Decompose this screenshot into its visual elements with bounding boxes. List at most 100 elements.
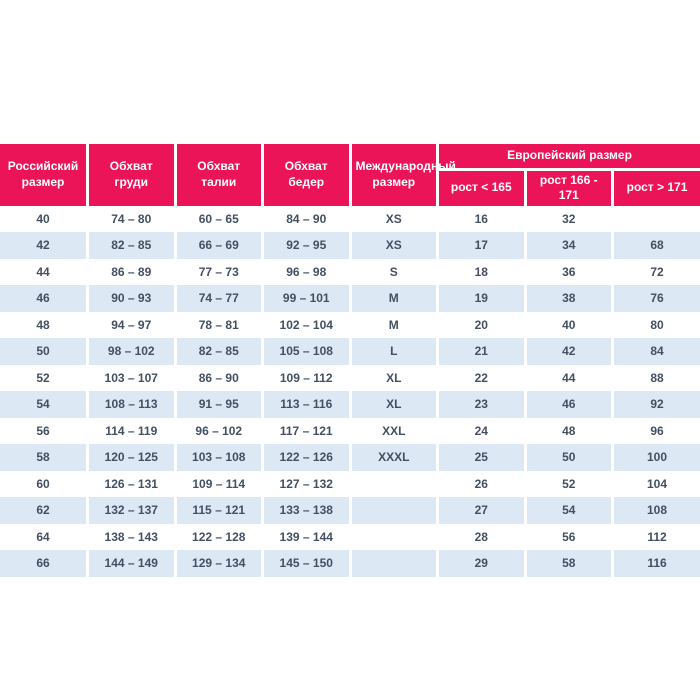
table-cell: 58 <box>36 450 50 465</box>
table-cell: 133 – 138 <box>261 497 350 524</box>
table-cell: XS <box>348 232 438 259</box>
size-table-header: Российский размер Обхват груди Обхват та… <box>0 144 700 206</box>
table-cell: 40 <box>523 311 613 339</box>
table-cell: 103 – 108 <box>173 444 263 471</box>
table-cell: XXL <box>348 417 438 445</box>
table-cell: 56 <box>523 523 613 551</box>
table-cell: XL <box>348 391 438 418</box>
table-row: 66 144 – 149 129 – 134 145 – 150 29 58 116 <box>0 550 700 577</box>
table-row: 58 120 – 125 103 – 108 122 – 126 XXXL 25 50 100 <box>0 444 700 471</box>
table-cell: 120 – 125 <box>86 444 175 471</box>
column-header-height-166-171: рост 166 - 171 <box>523 169 613 206</box>
table-cell: 144 – 149 <box>86 550 175 577</box>
table-cell: 117 – 121 <box>261 417 350 445</box>
table-cell: 21 <box>436 338 525 365</box>
column-header-international-size: Международный размер <box>348 144 456 206</box>
table-cell: 68 <box>611 232 700 259</box>
table-cell: S <box>348 258 438 286</box>
table-cell: 50 <box>523 444 613 471</box>
table-cell: XXXL <box>348 444 438 471</box>
table-cell: 17 <box>436 232 525 259</box>
table-cell: 58 <box>523 550 613 577</box>
table-row: 50 98 – 102 82 – 85 105 – 108 L 21 42 84 <box>0 338 700 365</box>
table-cell: XL <box>348 364 438 392</box>
table-cell: 16 <box>436 205 525 233</box>
table-cell: 29 <box>436 550 525 577</box>
table-cell: 24 <box>436 417 525 445</box>
table-cell: 92 – 95 <box>261 232 350 259</box>
table-cell: 84 <box>611 338 700 365</box>
table-cell: 76 <box>611 285 700 312</box>
table-cell: 105 – 108 <box>261 338 350 365</box>
table-cell: 88 <box>611 364 700 392</box>
table-cell: 72 <box>611 258 700 286</box>
table-row: 64 138 – 143 122 – 128 139 – 144 28 56 112 <box>0 523 700 551</box>
table-cell: 122 – 126 <box>261 444 350 471</box>
table-cell: 66 <box>36 556 50 571</box>
table-cell <box>348 470 438 498</box>
table-cell: 23 <box>436 391 525 418</box>
table-cell: 126 – 131 <box>86 470 175 498</box>
table-row: 56 114 – 119 96 – 102 117 – 121 XXL 24 48 96 <box>0 417 700 445</box>
table-cell: 132 – 137 <box>86 497 175 524</box>
size-table: Российский размер Обхват груди Обхват та… <box>0 144 700 577</box>
table-cell: 48 <box>36 317 50 332</box>
table-cell: 40 <box>36 211 50 226</box>
table-cell: 122 – 128 <box>173 523 263 551</box>
column-header-russian-size: Российский размер <box>0 144 88 206</box>
table-cell: 20 <box>436 311 525 339</box>
table-cell: 102 – 104 <box>261 311 350 339</box>
table-cell: 36 <box>523 258 613 286</box>
table-row: 60 126 – 131 109 – 114 127 – 132 26 52 104 <box>0 470 700 498</box>
table-row: 40 74 – 80 60 – 65 84 – 90 XS 16 32 <box>0 205 700 233</box>
size-table-body: 40 74 – 80 60 – 65 84 – 90 XS 16 32 42 82 – 85 66… <box>0 205 700 577</box>
table-row: 42 82 – 85 66 – 69 92 – 95 XS 17 34 68 <box>0 232 700 259</box>
column-header-chest: Обхват груди <box>86 144 175 206</box>
table-cell: 54 <box>36 397 50 412</box>
header-row-sub: рост < 165 рост 166 - 171 рост > 171 <box>0 169 700 206</box>
table-cell: 90 – 93 <box>86 285 175 312</box>
table-cell: 42 <box>523 338 613 365</box>
table-cell: 27 <box>436 497 525 524</box>
table-cell: 19 <box>436 285 525 312</box>
table-cell: 54 <box>523 497 613 524</box>
table-cell: 108 – 113 <box>86 391 175 418</box>
table-cell: 98 – 102 <box>86 338 175 365</box>
table-cell: 28 <box>436 523 525 551</box>
table-cell: 48 <box>523 417 613 445</box>
table-cell: 116 <box>611 550 700 577</box>
table-cell: 64 <box>36 529 50 544</box>
table-cell: 86 – 90 <box>173 364 263 392</box>
table-cell: 46 <box>36 291 50 306</box>
column-header-height-under-165: рост < 165 <box>436 169 525 206</box>
table-cell: 56 <box>36 423 50 438</box>
table-cell: M <box>348 285 438 312</box>
table-cell: 52 <box>36 370 50 385</box>
table-cell: 82 – 85 <box>173 338 263 365</box>
column-header-waist: Обхват талии <box>173 144 263 206</box>
table-cell <box>348 523 438 551</box>
table-cell: 74 – 80 <box>86 205 175 233</box>
table-cell: 145 – 150 <box>261 550 350 577</box>
table-cell: 112 <box>611 523 700 551</box>
column-header-height-over-171: рост > 171 <box>611 169 700 206</box>
table-cell: 44 <box>36 264 50 279</box>
table-cell: 91 – 95 <box>173 391 263 418</box>
table-cell: 78 – 81 <box>173 311 263 339</box>
table-cell: 86 – 89 <box>86 258 175 286</box>
table-cell: 80 <box>611 311 700 339</box>
table-cell: 52 <box>523 470 613 498</box>
table-cell: 46 <box>523 391 613 418</box>
table-cell: 77 – 73 <box>173 258 263 286</box>
table-cell: 34 <box>523 232 613 259</box>
table-cell: 114 – 119 <box>86 417 175 445</box>
table-cell <box>348 497 438 524</box>
table-cell: 115 – 121 <box>173 497 263 524</box>
table-cell: 74 – 77 <box>173 285 263 312</box>
table-cell: 18 <box>436 258 525 286</box>
table-cell: 139 – 144 <box>261 523 350 551</box>
table-cell: XS <box>348 205 438 233</box>
table-cell: 92 <box>611 391 700 418</box>
table-cell: 103 – 107 <box>86 364 175 392</box>
